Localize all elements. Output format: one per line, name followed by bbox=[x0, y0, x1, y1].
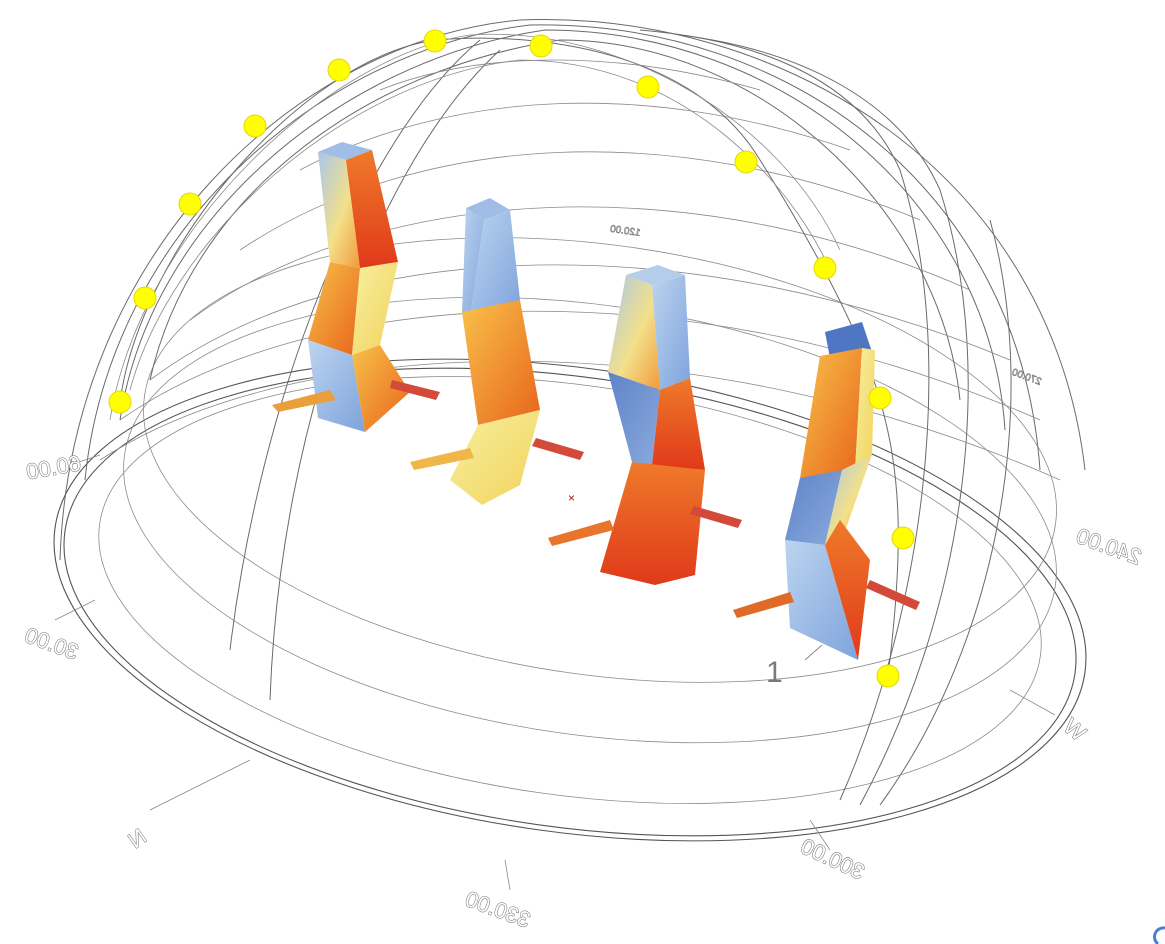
sun-position-marker bbox=[108, 390, 132, 414]
sun-position-marker bbox=[243, 114, 267, 138]
legend-fragments: × bbox=[272, 380, 920, 618]
corner-widget-fragment bbox=[1153, 926, 1165, 944]
dome-meridians bbox=[59, 19, 1086, 806]
sun-position-marker bbox=[423, 29, 447, 53]
compass-labels: N W 30.00 60.00 330.00 300.00 240.00 120… bbox=[21, 223, 1145, 933]
label-240: 240.00 bbox=[1073, 523, 1145, 570]
label-west: W bbox=[1059, 713, 1091, 746]
label-330: 330.00 bbox=[462, 886, 534, 933]
label-120: 120.00 bbox=[609, 224, 641, 239]
sun-position-marker bbox=[813, 256, 837, 280]
ground-rings bbox=[53, 237, 1087, 842]
sun-position-marker bbox=[734, 150, 758, 174]
sun-position-marker bbox=[529, 34, 553, 58]
label-north: N bbox=[124, 824, 151, 854]
ground-radials bbox=[54, 454, 1056, 891]
sun-path-arcs bbox=[109, 33, 899, 677]
sun-positions bbox=[108, 29, 915, 688]
sun-position-marker bbox=[891, 526, 915, 550]
origin-marker: × bbox=[568, 491, 575, 505]
tower-4 bbox=[785, 322, 875, 660]
sun-position-marker bbox=[133, 286, 157, 310]
building-index: 1 bbox=[766, 656, 783, 689]
sun-position-marker bbox=[636, 75, 660, 99]
tower-2 bbox=[450, 198, 540, 505]
tower-3 bbox=[600, 265, 705, 585]
sun-position-marker bbox=[178, 192, 202, 216]
label-270: 270.00 bbox=[1010, 367, 1043, 388]
tower-1 bbox=[308, 142, 410, 432]
sun-position-marker bbox=[868, 386, 892, 410]
label-30: 30.00 bbox=[22, 622, 82, 664]
label-300: 300.00 bbox=[797, 833, 869, 884]
building-index-label: 1 bbox=[766, 644, 823, 689]
sun-position-marker bbox=[327, 58, 351, 82]
sun-position-marker bbox=[876, 664, 900, 688]
